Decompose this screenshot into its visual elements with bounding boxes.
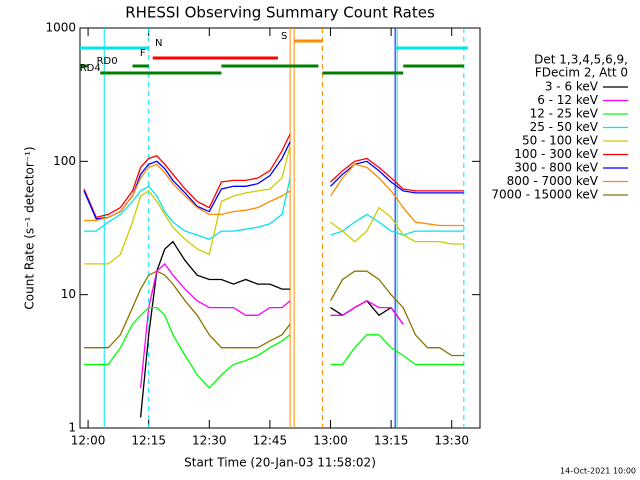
y-tick-label: 1 bbox=[68, 421, 76, 435]
series-line bbox=[83, 133, 464, 219]
flag-label: S bbox=[281, 31, 287, 42]
flag-label: F bbox=[140, 48, 146, 59]
x-tick-label: 13:15 bbox=[374, 434, 409, 448]
chart-title: RHESSI Observing Summary Count Rates bbox=[125, 4, 435, 22]
x-tick-label: 12:15 bbox=[131, 434, 166, 448]
series-line bbox=[84, 177, 464, 241]
y-tick-label: 100 bbox=[53, 154, 76, 168]
x-axis-label: Start Time (20-Jan-03 11:58:02) bbox=[184, 456, 376, 470]
legend-header: FDecim 2, Att 0 bbox=[535, 66, 628, 80]
legend-label: 50 - 100 keV bbox=[522, 134, 599, 148]
flag-label: N bbox=[155, 38, 162, 49]
y-axis-label: Count Rate (s⁻¹ detector⁻¹) bbox=[23, 146, 37, 309]
series-line bbox=[139, 240, 404, 418]
series-line bbox=[139, 262, 404, 388]
x-tick-label: 12:30 bbox=[192, 434, 227, 448]
x-tick-label: 13:30 bbox=[434, 434, 469, 448]
series-line bbox=[83, 141, 464, 220]
x-tick-label: 12:45 bbox=[253, 434, 288, 448]
plot-frame bbox=[79, 27, 481, 429]
legend-label: 6 - 12 keV bbox=[537, 93, 599, 107]
series-line bbox=[84, 270, 464, 357]
legend-label: 3 - 6 keV bbox=[545, 80, 599, 94]
legend-label: 800 - 7000 keV bbox=[507, 174, 599, 188]
legend-label: 25 - 50 keV bbox=[530, 120, 599, 134]
series-line bbox=[84, 145, 464, 265]
legend-label: 12 - 25 keV bbox=[530, 107, 599, 121]
flag-label: RD0 bbox=[97, 56, 118, 67]
y-tick-label: 1000 bbox=[45, 21, 76, 35]
legend-label: 300 - 800 keV bbox=[514, 161, 598, 175]
series-line bbox=[84, 163, 464, 227]
flag-label: RD4 bbox=[80, 63, 101, 74]
y-tick-label: 10 bbox=[61, 287, 76, 301]
legend-label: 100 - 300 keV bbox=[514, 147, 598, 161]
legend-header: Det 1,3,4,5,6,9, bbox=[534, 53, 628, 67]
x-tick-label: 13:00 bbox=[313, 434, 348, 448]
footer: 14-Oct-2021 10:00 bbox=[560, 467, 636, 476]
x-tick-label: 12:00 bbox=[71, 434, 106, 448]
legend-label: 7000 - 15000 keV bbox=[491, 188, 598, 202]
series-line bbox=[84, 306, 464, 389]
